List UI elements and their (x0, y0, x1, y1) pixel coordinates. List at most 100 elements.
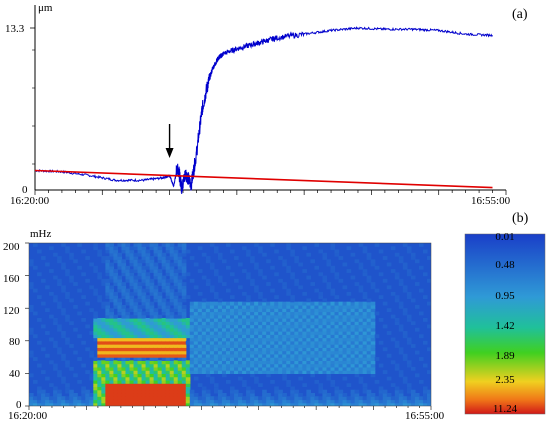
spectrogram-cell (342, 396, 348, 401)
spectrogram-cell (270, 360, 275, 365)
spectrogram-cell (330, 269, 336, 273)
spectrogram-cell (314, 366, 320, 371)
spectrogram-cell (157, 278, 163, 283)
spectrogram-cell (197, 317, 203, 322)
spectrogram-cell (366, 327, 372, 332)
spectrogram-cell (181, 265, 187, 270)
spectrogram-cell (189, 278, 195, 283)
spectrogram-cell (125, 265, 131, 270)
spectrogram-cell (338, 308, 344, 313)
spectrogram-cell (113, 373, 119, 378)
spectrogram-cell (350, 399, 356, 404)
spectrogram-cell (93, 386, 98, 391)
spectrogram-cell (57, 259, 62, 264)
spectrogram-cell (318, 314, 324, 319)
spectrogram-cell (278, 389, 283, 394)
spectrogram-cell (133, 370, 139, 374)
spectrogram-cell (97, 337, 102, 342)
spectrogram-cell (266, 347, 271, 352)
spectrogram-cell (145, 252, 151, 257)
spectrogram-cell (426, 301, 431, 306)
spectrogram-cell (326, 331, 332, 335)
spectrogram-cell (109, 392, 115, 397)
spectrogram-cell (145, 288, 151, 293)
spectrogram-cell (65, 399, 70, 404)
spectrogram-cell (53, 340, 58, 345)
spectrogram-cell (238, 285, 243, 290)
spectrogram-cell (85, 389, 90, 394)
panel-a-unit: μm (38, 2, 53, 14)
spectrogram-cell (53, 392, 58, 397)
spectrogram-cell (81, 249, 86, 254)
spectrogram-cell (414, 259, 420, 264)
spectrogram-cell (234, 402, 239, 406)
spectrogram-cell (278, 311, 283, 316)
spectrogram-cell (169, 288, 175, 293)
spectrogram-cell (422, 340, 428, 345)
spectrogram-cell (149, 311, 155, 316)
spectrogram-cell (157, 304, 163, 309)
spectrogram-cell (157, 321, 163, 326)
spectrogram-cell (121, 265, 127, 270)
spectrogram-cell (314, 265, 320, 270)
spectrogram-cell (41, 256, 46, 260)
spectrogram-cell (129, 246, 135, 251)
spectrogram-cell (189, 396, 195, 401)
spectrogram-cell (213, 272, 219, 277)
spectrogram-cell (97, 344, 102, 348)
spectrogram-cell (282, 344, 287, 348)
spectrogram-cell (165, 347, 171, 352)
spectrogram-cell (342, 392, 348, 397)
spectrogram-cell (197, 399, 203, 404)
spectrogram-cell (342, 324, 348, 329)
spectrogram-cell (137, 259, 143, 264)
spectrogram-cell (238, 308, 243, 313)
spectrogram-cell (362, 402, 368, 406)
spectrogram-cell (69, 396, 74, 401)
spectrogram-cell (73, 373, 78, 378)
spectrogram-cell (354, 314, 360, 319)
spectrogram-cell (185, 379, 191, 384)
spectrogram-cell (286, 357, 291, 361)
spectrogram-cell (177, 265, 183, 270)
spectrogram-cell (282, 340, 287, 345)
spectrogram-cell (330, 402, 336, 406)
spectrogram-cell (350, 337, 356, 342)
spectrogram-cell (141, 331, 147, 335)
spectrogram-cell (306, 317, 311, 322)
spectrogram-cell (366, 357, 372, 361)
spectrogram-cell (117, 262, 123, 267)
spectrogram-cell (254, 353, 259, 358)
spectrogram-cell (141, 304, 147, 309)
spectrogram-cell (117, 317, 123, 322)
spectrogram-cell (362, 347, 368, 352)
spectrogram-cell (145, 337, 151, 342)
spectrogram-cell (149, 324, 155, 329)
spectrogram-cell (322, 370, 328, 374)
spectrogram-cell (169, 256, 175, 260)
spectrogram-cell (278, 337, 283, 342)
spectrogram-cell (298, 402, 303, 406)
spectrogram-cell (338, 321, 344, 326)
spectrogram-cell (250, 389, 255, 394)
spectrogram-cell (270, 308, 275, 313)
spectrogram-cell (426, 347, 431, 352)
spectrogram-cell (406, 386, 412, 391)
spectrogram-cell (406, 389, 412, 394)
spectrogram-cell (238, 311, 243, 316)
spectrogram-cell (366, 314, 372, 319)
spectrogram-cell (133, 376, 139, 381)
spectrogram-cell (213, 324, 219, 329)
spectrogram-cell (113, 324, 119, 329)
spectrogram-cell (153, 373, 159, 378)
spectrogram-cell (173, 350, 179, 355)
spectrogram-cell (338, 370, 344, 374)
spectrogram-cell (350, 350, 356, 355)
spectrogram-cell (129, 278, 135, 283)
spectrogram-cell (334, 392, 340, 397)
spectrogram-cell (402, 353, 408, 358)
spectrogram-cell (266, 259, 271, 264)
spectrogram-cell (61, 379, 66, 384)
spectrogram-cell (310, 321, 316, 326)
spectrogram-cell (61, 262, 66, 267)
